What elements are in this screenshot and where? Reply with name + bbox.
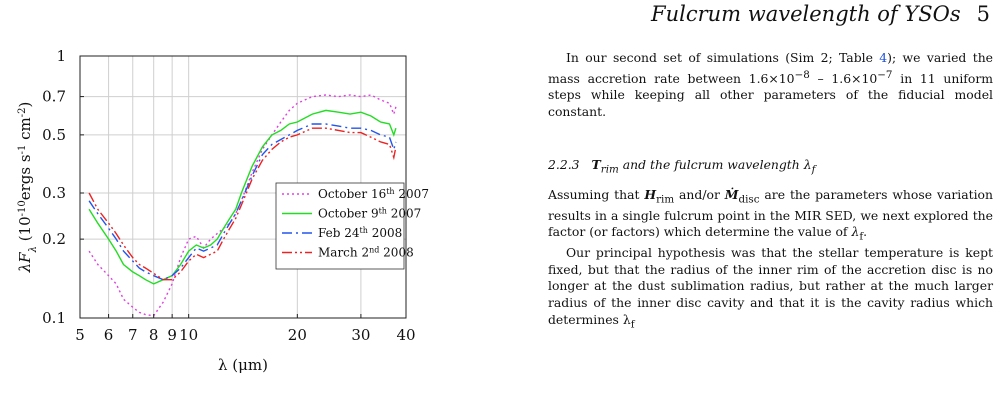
x-tick-label: 20 <box>288 326 307 344</box>
y-tick-label: 0.1 <box>42 309 66 327</box>
series-line-0 <box>88 94 397 317</box>
running-title: Fulcrum wavelength of YSOs <box>651 2 961 26</box>
subsection-title: Trim and the fulcrum wavelength λf <box>591 156 816 175</box>
paragraph-sim2: In our second set of simulations (Sim 2;… <box>548 50 994 119</box>
legend-box <box>275 182 405 270</box>
running-head: Fulcrum wavelength of YSOs 5 <box>651 2 990 26</box>
x-tick-label: 9 <box>167 326 177 344</box>
x-tick-label: 7 <box>128 326 138 344</box>
x-tick-label: 5 <box>75 326 85 344</box>
y-tick-label: 0.3 <box>42 184 66 202</box>
text-column: In our second set of simulations (Sim 2;… <box>548 50 993 333</box>
x-tick-label: 10 <box>179 326 198 344</box>
legend-entry: October 9th 2007 <box>318 206 421 221</box>
paragraph-assumption: Assuming that Hrim and/or Ṁdisc are the … <box>548 186 993 243</box>
legend-entry: October 16th 2007 <box>318 187 429 202</box>
table-ref-link[interactable]: 4 <box>879 50 888 65</box>
x-tick-label: 6 <box>104 326 114 344</box>
x-tick-label: 30 <box>351 326 370 344</box>
y-tick-label: 0.7 <box>42 88 66 106</box>
series-lines <box>88 94 397 317</box>
x-axis-label: λ (μm) <box>218 356 268 374</box>
y-tick-label: 0.5 <box>42 126 66 144</box>
plot-frame <box>79 55 407 319</box>
y-tick-label: 0.2 <box>42 230 66 248</box>
grid <box>79 55 407 319</box>
y-tick-label: 1 <box>56 47 66 65</box>
series-line-3 <box>88 127 397 281</box>
paragraph-hypothesis: Our principal hypothesis was that the st… <box>548 245 993 331</box>
legend-entry: March 2nd 2008 <box>318 245 414 260</box>
x-tick-label: 8 <box>149 326 159 344</box>
x-tick-label: 40 <box>396 326 415 344</box>
page-number: 5 <box>976 2 990 26</box>
y-axis-label: λFλ (10-10ergs s-1 cm-2) <box>16 102 39 274</box>
subsection-number: 2.2.3 <box>548 156 580 172</box>
legend: October 16th 2007 October 9th 2007 Feb 24t… <box>275 182 429 270</box>
axis-ticks: 5 6 7 8 9 10 20 30 40 0.1 0.2 0.3 0.5 0.7 1 <box>42 47 415 344</box>
subsection-heading: 2.2.3 Trim and the fulcrum wavelength λf <box>548 157 993 178</box>
series-line-1 <box>88 109 397 285</box>
sed-chart: 5 6 7 8 9 10 20 30 40 0.1 0.2 0.3 0.5 0.7 1 λ (μm) λFλ… <box>16 47 429 374</box>
legend-entry: Feb 24th 2008 <box>318 226 402 241</box>
sed-figure: 5 6 7 8 9 10 20 30 40 0.1 0.2 0.3 0.5 0.7 1 λ (μm) λFλ… <box>0 40 470 380</box>
series-line-2 <box>88 123 397 281</box>
